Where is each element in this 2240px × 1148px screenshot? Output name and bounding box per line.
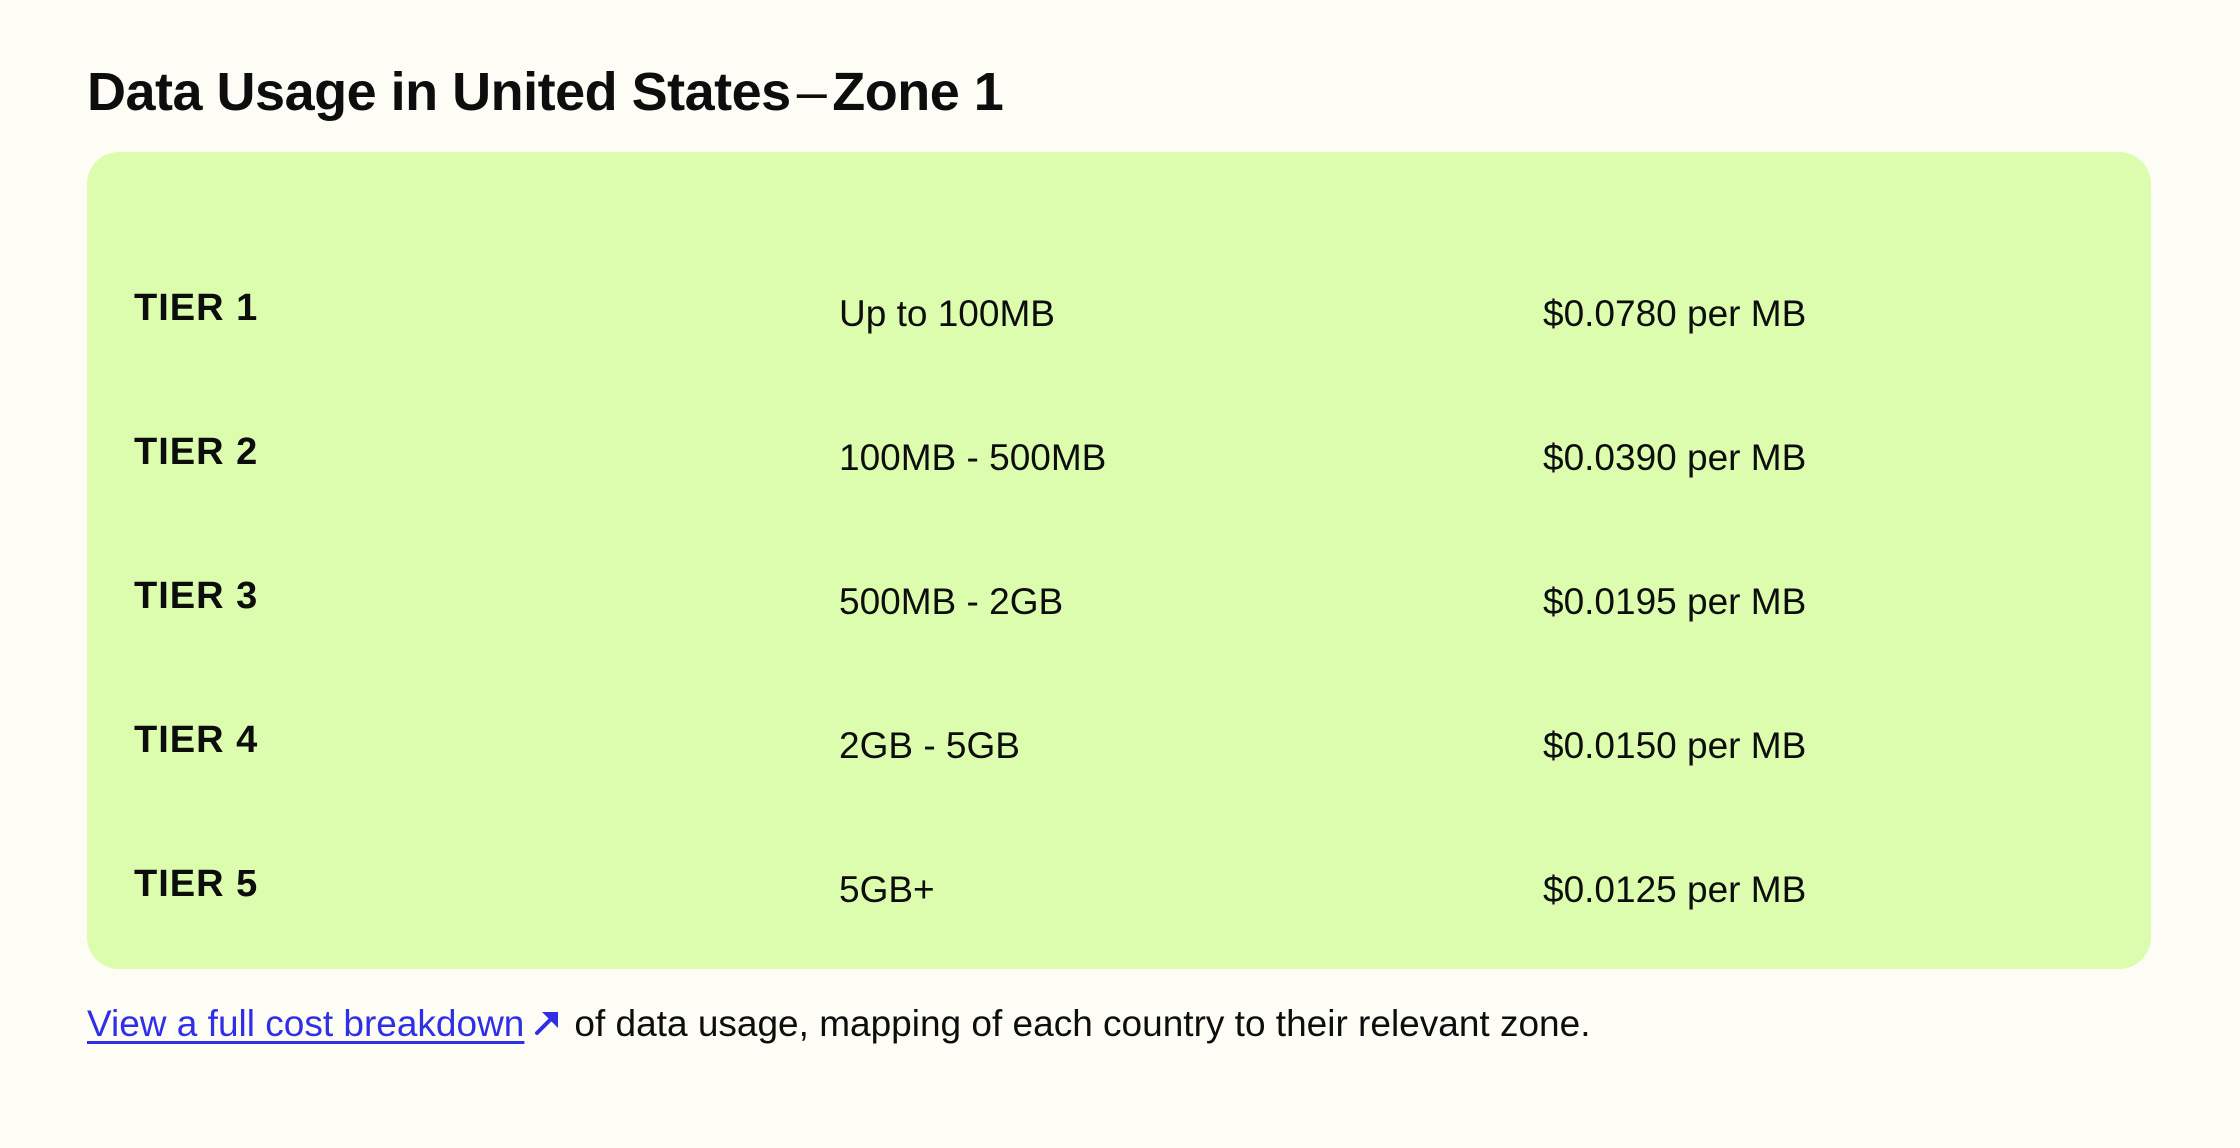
tier-price: $0.0150 per MB: [1543, 725, 1807, 766]
title-dash: –: [796, 62, 827, 122]
tier-range: 2GB - 5GB: [839, 725, 1020, 766]
tier-price: $0.0390 per MB: [1543, 437, 1807, 478]
title-main: Data Usage in United States: [87, 62, 791, 122]
tier-range: Up to 100MB: [839, 293, 1055, 334]
table-row: TIER 4 2GB - 5GB $0.0150 per MB: [134, 674, 2104, 818]
footer-text: of data usage, mapping of each country t…: [574, 1003, 1591, 1044]
tier-range: 500MB - 2GB: [839, 581, 1064, 622]
tier-name: TIER 2: [134, 430, 259, 473]
tier-price: $0.0125 per MB: [1543, 869, 1807, 910]
footer-note: View a full cost breakdown of data usage,…: [87, 999, 2151, 1049]
tier-price: $0.0780 per MB: [1543, 293, 1807, 334]
tier-range: 100MB - 500MB: [839, 437, 1107, 478]
tier-name: TIER 4: [134, 718, 259, 761]
page-title: Data Usage in United States – Zone 1: [87, 52, 2151, 132]
data-usage-section: Data Usage in United States – Zone 1 TIER …: [87, 52, 2151, 1086]
title-zone: Zone 1: [832, 62, 1004, 122]
tier-name: TIER 5: [134, 862, 259, 905]
arrow-up-right-icon[interactable]: [532, 1001, 562, 1035]
cost-breakdown-link[interactable]: View a full cost breakdown: [87, 1003, 525, 1044]
table-row: TIER 2 100MB - 500MB $0.0390 per MB: [134, 386, 2104, 530]
tier-name: TIER 1: [134, 286, 259, 329]
table-row: TIER 3 500MB - 2GB $0.0195 per MB: [134, 530, 2104, 674]
tier-range: 5GB+: [839, 869, 935, 910]
tier-name: TIER 3: [134, 574, 259, 617]
tier-pricing-table: TIER 1 Up to 100MB $0.0780 per MB TIER 2…: [87, 152, 2151, 969]
table-row: TIER 1 Up to 100MB $0.0780 per MB: [134, 242, 2104, 386]
tier-price: $0.0195 per MB: [1543, 581, 1807, 622]
table-row: TIER 5 5GB+ $0.0125 per MB: [134, 818, 2104, 962]
